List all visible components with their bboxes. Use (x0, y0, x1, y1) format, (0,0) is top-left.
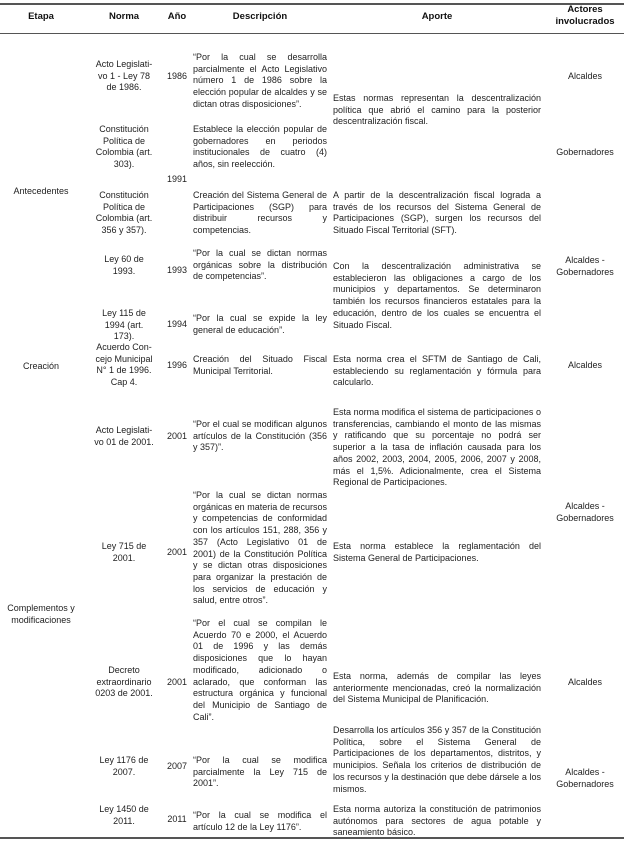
descripcion-cell: Creación del Sistema General de Particip… (193, 190, 327, 236)
aporte-cell: Esta norma establece la reglamentación d… (333, 541, 541, 563)
table-top-rule (0, 3, 624, 5)
aporte-cell: Esta norma crea el SFTM de Santiago de C… (333, 354, 541, 388)
etapa-label: Creación (22, 361, 60, 371)
norma-cell: Ley 715 de 2001. (101, 541, 147, 563)
descripcion-cell: “Por la cual se modifica parcialmente la… (193, 755, 327, 789)
anio-cell: 2001 (166, 547, 188, 557)
table-bottom-rule (0, 837, 624, 839)
norma-cell: Acuerdo Con- cejo Municipal N° 1 de 1996… (95, 342, 153, 388)
anio-cell: 2011 (167, 814, 187, 824)
actores-cell: Gobernadores (556, 147, 614, 157)
descripcion-cell: “Por la cual se desarrolla parcialmente … (193, 52, 327, 109)
actores-cell: Alcaldes (567, 677, 603, 687)
norma-cell: Ley 115 de 1994 (art. 173). (102, 308, 146, 342)
actores-cell: Alcaldes - Gobernadores (556, 767, 614, 789)
column-header: Año (167, 11, 187, 22)
norma-cell: Ley 1450 de 2011. (99, 804, 149, 826)
norma-cell: Constitución Política de Colombia (art. … (95, 124, 153, 170)
column-header: Norma (108, 11, 140, 22)
aporte-cell: Con la descentralización administrativa … (333, 261, 541, 330)
actores-cell: Alcaldes (567, 71, 603, 81)
norma-cell: Ley 1176 de 2007. (99, 755, 149, 777)
aporte-cell: Esta norma modifica el sistema de partic… (333, 407, 541, 488)
anio-cell: 2001 (166, 431, 188, 441)
aporte-cell: Esta norma, además de compilar las leyes… (333, 671, 541, 705)
column-header: Aporte (421, 11, 453, 22)
etapa-label: Antecedentes (13, 186, 69, 196)
column-header: Descripción (232, 11, 288, 22)
aporte-cell: Desarrolla los artículos 356 y 357 de la… (333, 725, 541, 794)
anio-cell: 1993 (166, 265, 188, 275)
anio-cell: 1996 (166, 360, 188, 370)
aporte-cell: Estas normas representan la descentraliz… (333, 93, 541, 127)
descripcion-cell: Creación del Situado Fiscal Municipal Te… (193, 354, 327, 376)
descripcion-cell: “Por la cual se modifica el artículo 12 … (193, 810, 327, 832)
anio-cell: 2007 (166, 761, 188, 771)
norma-cell: Constitución Política de Colombia (art. … (95, 190, 153, 236)
anio-cell: 2001 (166, 677, 188, 687)
norma-cell: Acto Legislati- vo 01 de 2001. (94, 425, 154, 447)
header-bottom-rule (0, 33, 624, 34)
descripcion-cell: “Por el cual se compilan le Acuerdo 70 e… (193, 618, 327, 722)
aporte-cell: Esta norma autoriza la constitución de p… (333, 804, 541, 838)
descripcion-cell: “Por la cual se dictan normas orgánicas … (193, 490, 327, 606)
descripcion-cell: “Por la cual se dictan normas orgánicas … (193, 248, 327, 282)
norma-cell: Ley 60 de 1993. (104, 254, 144, 276)
norma-cell: Acto Legislati- vo 1 - Ley 78 de 1986. (95, 59, 153, 93)
actores-cell: Alcaldes (567, 360, 603, 370)
column-header: Actores involucrados (555, 4, 615, 27)
norma-cell: Decreto extraordinario 0203 de 2001. (95, 665, 153, 699)
etapa-label: Complementos y modificaciones (7, 603, 75, 625)
column-header: Etapa (28, 11, 54, 22)
actores-cell: Alcaldes - Gobernadores (556, 255, 614, 277)
anio-cell: 1994 (166, 319, 188, 329)
anio-cell: 1991 (166, 174, 188, 184)
descripcion-cell: Establece la elección popular de goberna… (193, 124, 327, 170)
anio-cell: 1986 (166, 71, 188, 81)
aporte-cell: A partir de la descentralización fiscal … (333, 190, 541, 236)
descripcion-cell: “Por la cual se expide la ley general de… (193, 313, 327, 335)
actores-cell: Alcaldes - Gobernadores (556, 501, 614, 523)
descripcion-cell: “Por el cual se modifican algunos artícu… (193, 419, 327, 453)
